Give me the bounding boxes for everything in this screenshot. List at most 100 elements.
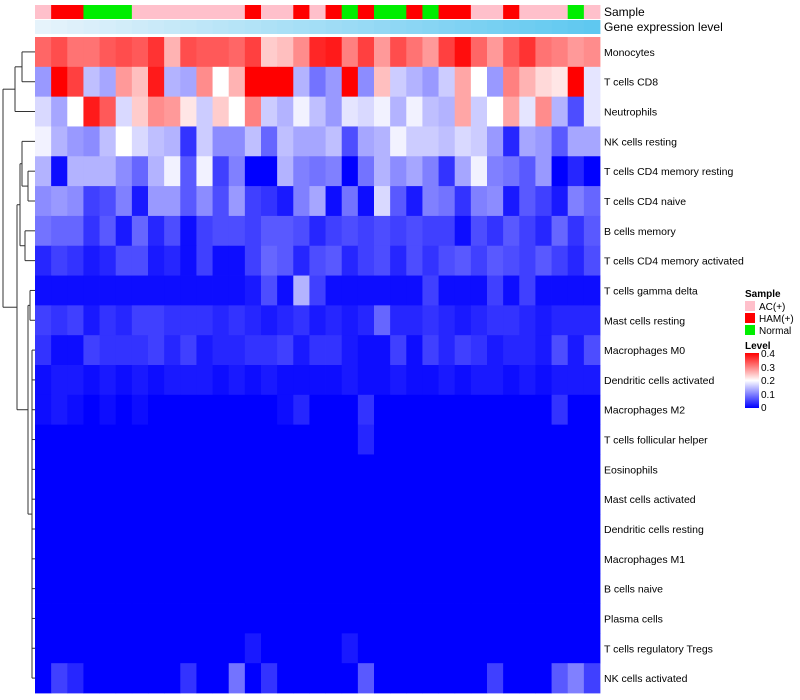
heatmap-cell	[406, 66, 423, 98]
heatmap-cell	[244, 484, 262, 515]
heatmap-cell	[438, 215, 456, 247]
heatmap-cell	[180, 156, 197, 187]
heatmap-cell	[212, 573, 230, 604]
heatmap-cell	[503, 543, 520, 575]
heatmap-cell	[470, 573, 488, 604]
heatmap-cell	[228, 215, 246, 247]
heatmap-cell	[454, 424, 472, 455]
heatmap-cell	[51, 663, 68, 694]
heatmap-cell	[487, 365, 504, 396]
heatmap-cell	[244, 186, 262, 217]
legend-swatch-ham	[745, 313, 755, 323]
heatmap-cell	[180, 484, 197, 515]
sample-cell	[341, 5, 359, 19]
heatmap-cell	[131, 245, 149, 276]
heatmap-cell	[244, 245, 262, 276]
expression-cell	[503, 20, 520, 34]
heatmap-cell	[519, 424, 536, 455]
heatmap-cell	[325, 573, 343, 604]
heatmap-cell	[261, 66, 278, 98]
heatmap-cell	[583, 573, 601, 604]
heatmap-cell	[293, 365, 310, 396]
heatmap-cell	[180, 335, 197, 366]
heatmap-cell	[51, 424, 68, 455]
heatmap-cell	[228, 603, 246, 634]
row-label: T cells CD4 naive	[604, 196, 686, 208]
heatmap-cell	[454, 335, 472, 366]
heatmap-cell	[390, 335, 407, 366]
heatmap-cell	[212, 156, 230, 187]
heatmap-cell	[51, 603, 68, 634]
heatmap-cell	[83, 603, 100, 634]
heatmap-cell	[519, 633, 536, 664]
heatmap-cell	[277, 275, 294, 306]
heatmap-cell	[83, 156, 100, 187]
heatmap-cell	[51, 126, 68, 157]
heatmap-cell	[551, 96, 569, 127]
heatmap-cell	[244, 365, 262, 396]
heatmap-cell	[67, 603, 84, 634]
heatmap-cell	[374, 275, 391, 306]
heatmap-cell	[454, 37, 472, 68]
expression-cell	[406, 20, 423, 34]
heatmap-cell	[164, 543, 181, 575]
sample-cell	[35, 5, 52, 19]
heatmap-cell	[454, 245, 472, 276]
heatmap-cell	[164, 186, 181, 217]
heatmap-cell	[67, 215, 84, 247]
heatmap-cell	[83, 484, 100, 515]
heatmap-cell	[309, 215, 326, 247]
heatmap-cell	[212, 365, 230, 396]
heatmap-cell	[422, 126, 439, 157]
heatmap-cell	[196, 126, 213, 157]
heatmap-cell	[357, 126, 375, 157]
heatmap-cell	[212, 424, 230, 455]
heatmap-cell	[567, 514, 585, 545]
heatmap-cell	[164, 275, 181, 306]
level-color-bar	[745, 353, 759, 408]
heatmap-cell	[83, 573, 100, 604]
heatmap-cell	[583, 335, 601, 366]
heatmap-cell	[406, 186, 423, 217]
heatmap-cell	[583, 514, 601, 545]
heatmap-cell	[131, 633, 149, 664]
heatmap-cell	[470, 335, 488, 366]
heatmap-cell	[470, 484, 488, 515]
heatmap-cell	[261, 156, 278, 187]
heatmap-cell	[212, 215, 230, 247]
heatmap-cell	[551, 275, 569, 306]
heatmap-cell	[309, 603, 326, 634]
heatmap-cell	[487, 66, 504, 98]
sample-cell	[470, 5, 488, 19]
heatmap-cell	[583, 454, 601, 485]
heatmap-cell	[487, 484, 504, 515]
heatmap-cell	[261, 335, 278, 366]
sample-cell	[325, 5, 343, 19]
heatmap-cell	[83, 543, 100, 575]
heatmap-cell	[244, 573, 262, 604]
heatmap-cell	[35, 633, 52, 664]
heatmap-cell	[83, 424, 100, 455]
heatmap-cell	[583, 543, 601, 575]
heatmap-cell	[551, 245, 569, 276]
heatmap-cell	[99, 37, 117, 68]
heatmap-cell	[503, 245, 520, 276]
heatmap-cell	[244, 66, 262, 98]
heatmap-cell	[374, 514, 391, 545]
heatmap-cell	[164, 305, 181, 336]
heatmap-cell	[83, 365, 100, 396]
heatmap-cell	[212, 603, 230, 634]
heatmap-cell	[99, 96, 117, 127]
heatmap-cell	[390, 66, 407, 98]
heatmap-cell	[115, 543, 133, 575]
heatmap-cell	[131, 484, 149, 515]
heatmap-cell	[406, 484, 423, 515]
heatmap-cells	[35, 37, 601, 694]
heatmap-cell	[583, 126, 601, 157]
heatmap-cell	[148, 663, 165, 694]
heatmap-cell	[487, 96, 504, 127]
heatmap-cell	[357, 484, 375, 515]
heatmap-cell	[487, 186, 504, 217]
heatmap-cell	[454, 96, 472, 127]
heatmap-cell	[406, 514, 423, 545]
